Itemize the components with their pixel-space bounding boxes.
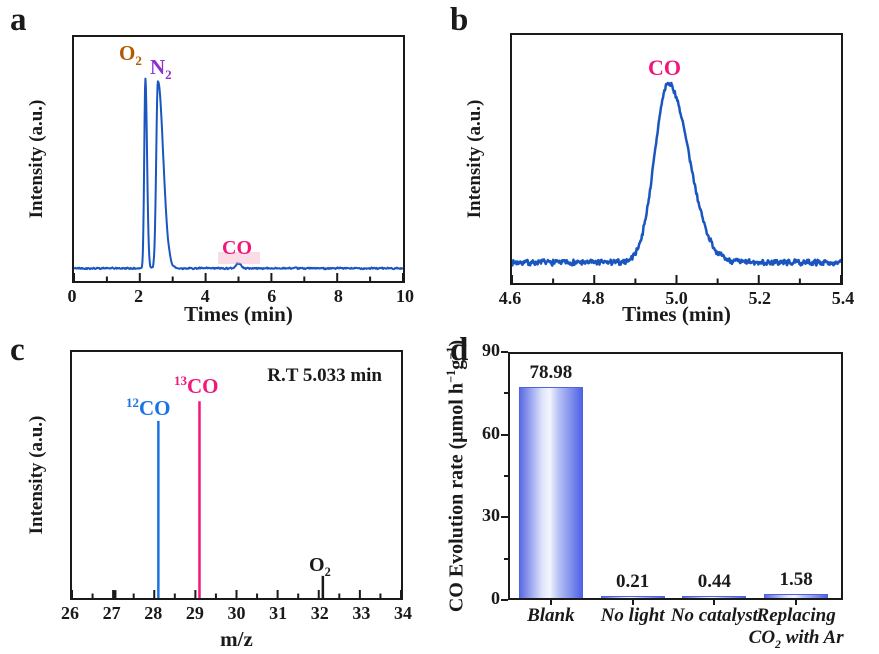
- retention-time-annotation: R.T 5.033 min: [267, 365, 382, 386]
- tick-label: 33: [352, 603, 371, 623]
- tick-label: 32: [310, 603, 329, 623]
- panel-a: a Intensity (a.u.) O2 N2 CO 0 2 4 6 8 10…: [0, 0, 440, 330]
- peak-label-n2: N2: [150, 55, 172, 83]
- category-label-replacing-co2-with-ar: Replacing CO2 with Ar: [749, 605, 844, 651]
- stick-label-13co: 13CO: [174, 373, 219, 398]
- tick-mark: [501, 433, 508, 436]
- category-label-line1: Replacing: [756, 605, 836, 626]
- tick-label: 8: [333, 286, 343, 306]
- tick-label: 2: [134, 286, 144, 306]
- tick-label: 5.2: [748, 288, 772, 308]
- mass-spectrum-sticks: [72, 401, 401, 598]
- panel-c: c Intensity (a.u.) R.T 5.033 min 12CO 13…: [0, 330, 440, 654]
- tick-mark: [795, 600, 798, 605]
- tick-label: 31: [269, 603, 288, 623]
- x-tick-labels-a: 0 2 4 6 8 10: [68, 286, 415, 308]
- bar-value-label: 78.98: [529, 362, 573, 384]
- bar-blank: [518, 387, 583, 598]
- tick-mark: [504, 475, 508, 477]
- bar-value-label: 0.21: [616, 571, 650, 592]
- plot-area-b: [510, 33, 843, 285]
- x-tick-labels-c: 26 27 28 29 30 31 32 33 34: [61, 603, 412, 625]
- tick-label: 30: [227, 603, 246, 623]
- tick-label: 6: [267, 286, 277, 306]
- chromatogram-trace-a: [74, 77, 403, 281]
- peak-label-co-zoom: CO: [648, 55, 681, 80]
- panel-b: b Intensity (a.u.) CO 4.6 4.8 5.0 5.2 5.…: [440, 0, 879, 330]
- bar-value-label: 1.58: [779, 568, 813, 590]
- x-axis-label-a: Times (min): [184, 302, 293, 326]
- x-tick-labels-b: 4.6 4.8 5.0 5.2 5.4: [499, 288, 855, 310]
- tick-label: 5.0: [665, 288, 688, 308]
- panel-letter-b: b: [450, 2, 469, 38]
- plot-area-a: [72, 35, 405, 283]
- plot-area-c: [70, 350, 403, 600]
- chromatogram-trace-b: [512, 81, 841, 283]
- y-axis-label-c: Intensity (a.u.): [26, 415, 47, 535]
- tick-mark: [504, 392, 508, 395]
- category-label-line2: CO2 with Ar: [748, 626, 844, 651]
- panel-d: d CO Evolution rate (μmol h−1g−1) 0 30 6…: [440, 330, 879, 654]
- plot-area-d: 78.98 0.21 0.44 1.58: [508, 352, 843, 600]
- tick-label: 0: [67, 286, 77, 306]
- peak-label-co: CO: [222, 237, 252, 259]
- y-tick-label: 90: [482, 340, 500, 360]
- x-axis-label-b: Times (min): [622, 302, 731, 326]
- y-tick-label: 30: [482, 505, 500, 526]
- panel-letter-d: d: [450, 332, 469, 368]
- category-label-blank: Blank: [527, 605, 575, 626]
- y-tick-label: 0: [491, 588, 500, 608]
- tick-label: 5.4: [831, 288, 855, 308]
- y-axis-label-d: CO Evolution rate (μmol h−1g−1): [444, 339, 468, 613]
- y-axis-label-a: Intensity (a.u.): [26, 99, 47, 219]
- tick-mark: [501, 599, 508, 601]
- bar-no-light: [600, 596, 665, 598]
- tick-label: 4.8: [582, 288, 605, 308]
- tick-label: 29: [185, 603, 204, 623]
- tick-mark: [504, 557, 508, 560]
- tick-label: 4: [200, 286, 210, 306]
- tick-mark: [631, 600, 634, 605]
- tick-label: 28: [144, 603, 163, 623]
- tick-mark: [549, 600, 552, 605]
- stick-label-o2: O2: [309, 554, 331, 579]
- panel-letter-c: c: [10, 332, 25, 368]
- tick-label: 4.6: [498, 288, 522, 308]
- co-peak-highlight: [218, 252, 260, 264]
- tick-mark: [501, 516, 508, 519]
- tick-mark: [501, 351, 508, 353]
- bar-value-label: 0.44: [697, 571, 731, 592]
- tick-label: 10: [396, 286, 414, 306]
- tick-mark: [713, 600, 716, 605]
- y-axis-label-b: Intensity (a.u.): [464, 99, 485, 219]
- category-label-no-catalyst: No catalyst: [670, 605, 758, 626]
- tick-label: 26: [61, 603, 79, 623]
- tick-label: 34: [394, 603, 412, 623]
- stick-label-12co: 12CO: [126, 395, 171, 420]
- y-tick-label: 60: [482, 422, 500, 443]
- bar-no-catalyst: [682, 596, 747, 598]
- x-axis-label-c: m/z: [220, 627, 253, 651]
- peak-label-o2: O2: [119, 41, 142, 69]
- bar-replacing-co2-with-ar: [764, 593, 829, 598]
- tick-label: 27: [102, 603, 121, 623]
- panel-letter-a: a: [10, 2, 27, 38]
- category-label-no-light: No light: [600, 605, 665, 626]
